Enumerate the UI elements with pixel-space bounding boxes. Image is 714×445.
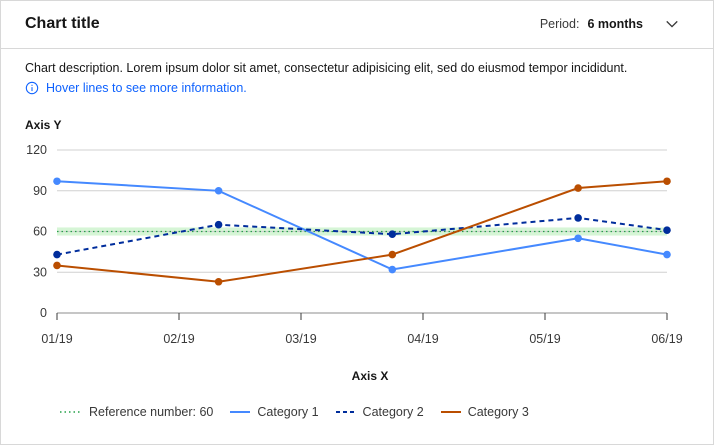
legend-label-category-1: Category 1 <box>257 405 319 419</box>
y-tick-label: 0 <box>40 306 47 320</box>
card-header: Chart title Period: 6 months <box>1 1 713 49</box>
x-tick-label: 06/19 <box>651 332 682 346</box>
legend-label-category-2: Category 2 <box>362 405 424 419</box>
chart-legend: Reference number: 60 Category 1 Category… <box>59 405 545 419</box>
data-point-category-1 <box>663 250 671 259</box>
hover-hint-link[interactable]: Hover lines to see more information. <box>25 81 247 95</box>
y-tick-label: 30 <box>33 265 47 279</box>
y-tick-label: 120 <box>26 143 47 157</box>
legend-swatch-reference <box>60 411 82 413</box>
data-point-category-3 <box>663 177 671 186</box>
legend-item-reference[interactable]: Reference number: 60 <box>59 405 213 419</box>
chart-description: Chart description. Lorem ipsum dolor sit… <box>25 61 628 75</box>
legend-label-reference: Reference number: 60 <box>89 405 214 419</box>
data-point-category-2 <box>53 250 61 259</box>
x-tick-label: 03/19 <box>285 332 316 346</box>
x-tick-label: 05/19 <box>529 332 560 346</box>
series-line-category-2 <box>56 216 668 256</box>
data-point-category-2 <box>388 230 397 239</box>
data-point-category-1 <box>214 186 223 195</box>
legend-label-category-3: Category 3 <box>467 405 529 419</box>
period-dropdown[interactable]: Period: 6 months <box>540 17 679 31</box>
x-tick-label: 02/19 <box>163 332 194 346</box>
legend-item-category-1[interactable]: Category 1 <box>229 405 319 419</box>
legend-swatch-category-2 <box>335 411 356 413</box>
y-axis-label: Axis Y <box>25 118 62 132</box>
data-point-category-1 <box>388 265 397 274</box>
legend-swatch-category-1 <box>230 411 251 413</box>
data-point-category-2 <box>663 226 671 234</box>
chart-title: Chart title <box>25 15 100 32</box>
period-label: Period: <box>539 17 580 31</box>
period-value: 6 months <box>587 17 643 31</box>
chevron-down-icon[interactable] <box>665 17 679 31</box>
data-point-category-3 <box>214 277 223 286</box>
data-point-category-1 <box>53 177 61 186</box>
data-point-category-3 <box>388 250 397 259</box>
x-tick-label: 04/19 <box>407 332 438 346</box>
data-point-category-2 <box>214 220 223 229</box>
x-axis-label: Axis X <box>352 369 389 383</box>
data-point-category-2 <box>574 214 582 222</box>
series-line-category-1 <box>56 180 668 271</box>
info-icon <box>25 81 39 95</box>
data-point-category-1 <box>574 234 582 243</box>
y-tick-label: 90 <box>33 184 47 198</box>
legend-item-category-3[interactable]: Category 3 <box>440 405 529 419</box>
legend-item-category-2[interactable]: Category 2 <box>335 405 424 419</box>
hover-hint-text: Hover lines to see more information. <box>46 81 247 95</box>
data-point-category-3 <box>53 261 61 270</box>
data-point-category-3 <box>574 184 582 192</box>
x-tick-label: 01/19 <box>41 332 72 346</box>
y-tick-label: 60 <box>33 225 47 239</box>
legend-swatch-category-3 <box>440 411 461 413</box>
